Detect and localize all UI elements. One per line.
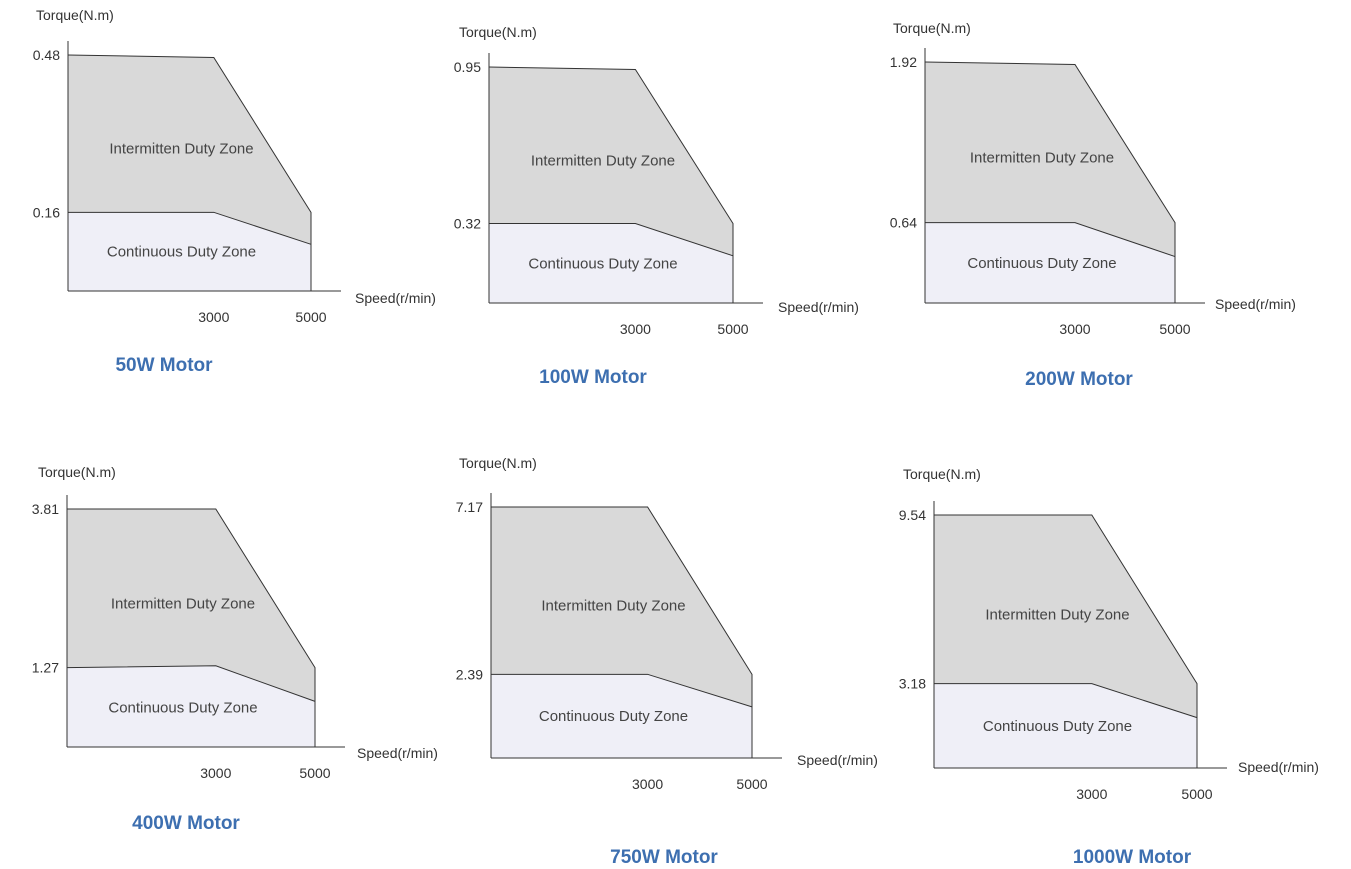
x-axis-label: Speed(r/min) [797, 752, 878, 768]
x-tick-label: 5000 [1181, 786, 1212, 802]
motor-title: 1000W Motor [1073, 847, 1192, 868]
continuous-zone-label: Continuous Duty Zone [107, 244, 256, 261]
intermittent-zone-label: Intermitten Duty Zone [111, 595, 255, 612]
x-axis-label: Speed(r/min) [1215, 296, 1296, 312]
motor-chart-5: 2.39 7.17 3000 5000 Torque(N.m) Speed(r/min) I… [456, 455, 878, 868]
continuous-zone-label: Continuous Duty Zone [528, 255, 677, 272]
x-tick-label: 5000 [299, 765, 330, 781]
y-tick-label: 0.64 [890, 215, 917, 231]
rated-torque-curve [489, 223, 734, 257]
y-tick-label: 0.32 [454, 216, 481, 232]
continuous-zone-area [489, 223, 733, 303]
y-tick-label: 0.16 [33, 204, 60, 220]
y-axis-label: Torque(N.m) [38, 464, 116, 480]
continuous-zone-area [67, 665, 315, 747]
intermittent-zone-label: Intermitten Duty Zone [541, 598, 685, 615]
y-axis-label: Torque(N.m) [459, 455, 537, 471]
continuous-zone-area [934, 683, 1197, 768]
rated-torque-curve [925, 222, 1176, 258]
intermittent-zone-label: Intermitten Duty Zone [985, 606, 1129, 623]
motor-chart-2: 0.32 0.95 3000 5000 Torque(N.m) Speed(r/min) I… [454, 24, 859, 388]
y-tick-label: 3.81 [32, 501, 59, 517]
x-tick-label: 3000 [1076, 786, 1107, 802]
continuous-zone-label: Continuous Duty Zone [983, 718, 1132, 735]
peak-torque-curve [67, 54, 312, 291]
y-tick-label: 0.95 [454, 59, 481, 75]
y-axis-label: Torque(N.m) [36, 7, 114, 23]
y-tick-label: 2.39 [456, 666, 483, 682]
motor-title: 50W Motor [115, 355, 213, 376]
x-axis-label: Speed(r/min) [355, 290, 436, 306]
y-tick-label: 3.18 [899, 676, 926, 692]
peak-torque-curve [488, 66, 734, 303]
peak-torque-curve [924, 61, 1176, 303]
x-axis-label: Speed(r/min) [778, 299, 859, 315]
continuous-zone-label: Continuous Duty Zone [539, 708, 688, 725]
x-tick-label: 5000 [295, 309, 326, 325]
x-tick-label: 5000 [736, 776, 767, 792]
x-tick-label: 3000 [1059, 321, 1090, 337]
rated-torque-curve [66, 665, 316, 702]
rated-torque-curve [934, 683, 1198, 719]
x-axis-label: Speed(r/min) [357, 745, 438, 761]
rated-torque-curve [491, 673, 753, 708]
y-axis-label: Torque(N.m) [459, 24, 537, 40]
x-axis-label: Speed(r/min) [1238, 759, 1319, 775]
rated-torque-curve [68, 211, 312, 245]
intermittent-zone-label: Intermitten Duty Zone [109, 141, 253, 158]
x-tick-label: 3000 [198, 309, 229, 325]
continuous-zone-area [925, 222, 1175, 303]
continuous-zone-area [491, 674, 752, 758]
peak-torque-curve [934, 514, 1198, 768]
y-tick-label: 1.27 [32, 660, 59, 676]
motor-chart-6: 3.18 9.54 3000 5000 Torque(N.m) Speed(r/min) I… [899, 466, 1319, 868]
motor-chart-3: 0.64 1.92 3000 5000 Torque(N.m) Speed(r/min) I… [890, 20, 1296, 390]
motor-title: 200W Motor [1025, 369, 1133, 390]
motor-chart-1: 0.16 0.48 3000 5000 Torque(N.m) Speed(r/min) I… [33, 7, 436, 376]
motor-title: 400W Motor [132, 813, 240, 834]
y-tick-label: 0.48 [33, 47, 60, 63]
x-tick-label: 3000 [200, 765, 231, 781]
x-tick-label: 3000 [632, 776, 663, 792]
continuous-zone-area [68, 212, 311, 291]
motor-title: 100W Motor [539, 367, 647, 388]
x-tick-label: 3000 [620, 321, 651, 337]
x-tick-label: 5000 [1159, 321, 1190, 337]
y-tick-label: 7.17 [456, 499, 483, 515]
y-tick-label: 1.92 [890, 54, 917, 70]
intermittent-zone-label: Intermitten Duty Zone [970, 149, 1114, 166]
intermittent-zone-label: Intermitten Duty Zone [531, 152, 675, 169]
peak-torque-curve [491, 506, 753, 758]
y-tick-label: 9.54 [899, 507, 926, 523]
y-axis-label: Torque(N.m) [893, 20, 971, 36]
continuous-zone-label: Continuous Duty Zone [967, 255, 1116, 272]
x-tick-label: 5000 [717, 321, 748, 337]
motor-title: 750W Motor [610, 847, 718, 868]
peak-torque-curve [67, 508, 316, 747]
y-axis-label: Torque(N.m) [903, 466, 981, 482]
motor-chart-4: 1.27 3.81 3000 5000 Torque(N.m) Speed(r/min) I… [32, 464, 438, 834]
continuous-zone-label: Continuous Duty Zone [108, 699, 257, 716]
